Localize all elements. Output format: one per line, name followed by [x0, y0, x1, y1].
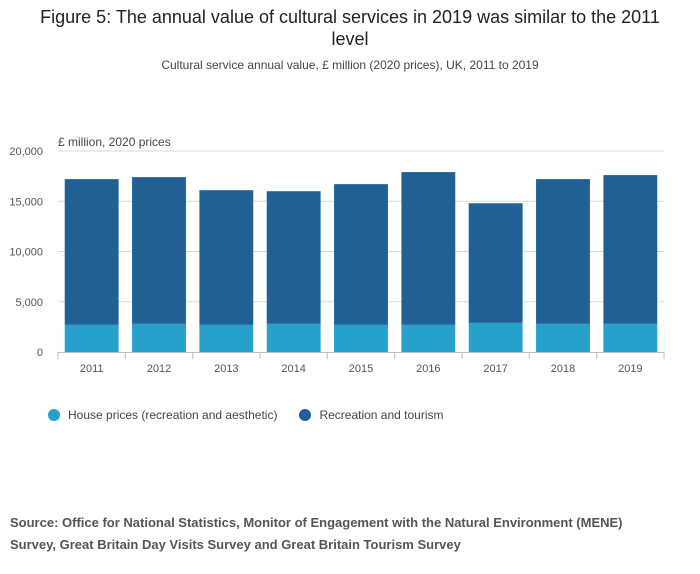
x-tick-label-2012: 2012: [147, 363, 171, 375]
legend-label-1: Recreation and tourism: [319, 408, 444, 422]
x-tick-label-2014: 2014: [281, 363, 305, 375]
bar-2014-series-0: [266, 323, 321, 352]
chart-legend: House prices (recreation and aesthetic) R…: [48, 408, 444, 422]
x-tick-label-2016: 2016: [416, 363, 440, 375]
bar-2017-series-1: [468, 203, 523, 323]
x-tick-label-2011: 2011: [80, 363, 104, 375]
x-tick-label-2019: 2019: [618, 363, 642, 375]
chart-subtitle: Cultural service annual value, £ million…: [161, 58, 539, 72]
legend-item-1: Recreation and tourism: [299, 408, 444, 422]
legend-swatch-0: [48, 409, 60, 421]
bar-2011-series-1: [64, 179, 119, 325]
bar-2014-series-1: [266, 191, 321, 324]
bar-2012-series-0: [132, 323, 186, 352]
y-tick-label-15000: 15,000: [9, 196, 43, 208]
bar-2018-series-0: [536, 323, 590, 352]
legend-label-0: House prices (recreation and aesthetic): [68, 408, 278, 422]
stacked-bar-chart: 0 5,000 10,000 15,000 20,000 £ million, 2020 …: [9, 135, 665, 375]
bar-2019-series-1: [603, 175, 658, 324]
bar-2012-series-1: [132, 177, 186, 324]
bar-2015-series-1: [334, 184, 388, 325]
y-axis-label: £ million, 2020 prices: [58, 135, 171, 149]
x-tick-label-2015: 2015: [349, 363, 373, 375]
y-tick-label-20000: 20,000: [9, 146, 43, 158]
x-tick-label-2013: 2013: [214, 363, 238, 375]
legend-item-0: House prices (recreation and aesthetic): [48, 408, 277, 422]
bar-2011-series-0: [64, 324, 119, 352]
bar-2017-series-0: [468, 322, 523, 352]
y-tick-label-0: 0: [37, 347, 43, 359]
bar-2015-series-0: [334, 324, 388, 352]
bar-2013-series-0: [199, 324, 254, 352]
x-tick-label-2018: 2018: [551, 363, 575, 375]
source-note: Source: Office for National Statistics, …: [10, 515, 623, 552]
bar-2016-series-0: [401, 324, 456, 352]
bar-2013-series-1: [199, 190, 254, 325]
chart-title: Figure 5: The annual value of cultural s…: [40, 7, 660, 49]
x-tick-label-2017: 2017: [483, 363, 507, 375]
y-tick-label-10000: 10,000: [9, 247, 43, 259]
bar-2019-series-0: [603, 323, 658, 352]
bar-2018-series-1: [536, 179, 590, 324]
bar-2016-series-1: [401, 172, 456, 325]
y-tick-label-5000: 5,000: [15, 297, 43, 309]
legend-swatch-1: [299, 409, 312, 421]
